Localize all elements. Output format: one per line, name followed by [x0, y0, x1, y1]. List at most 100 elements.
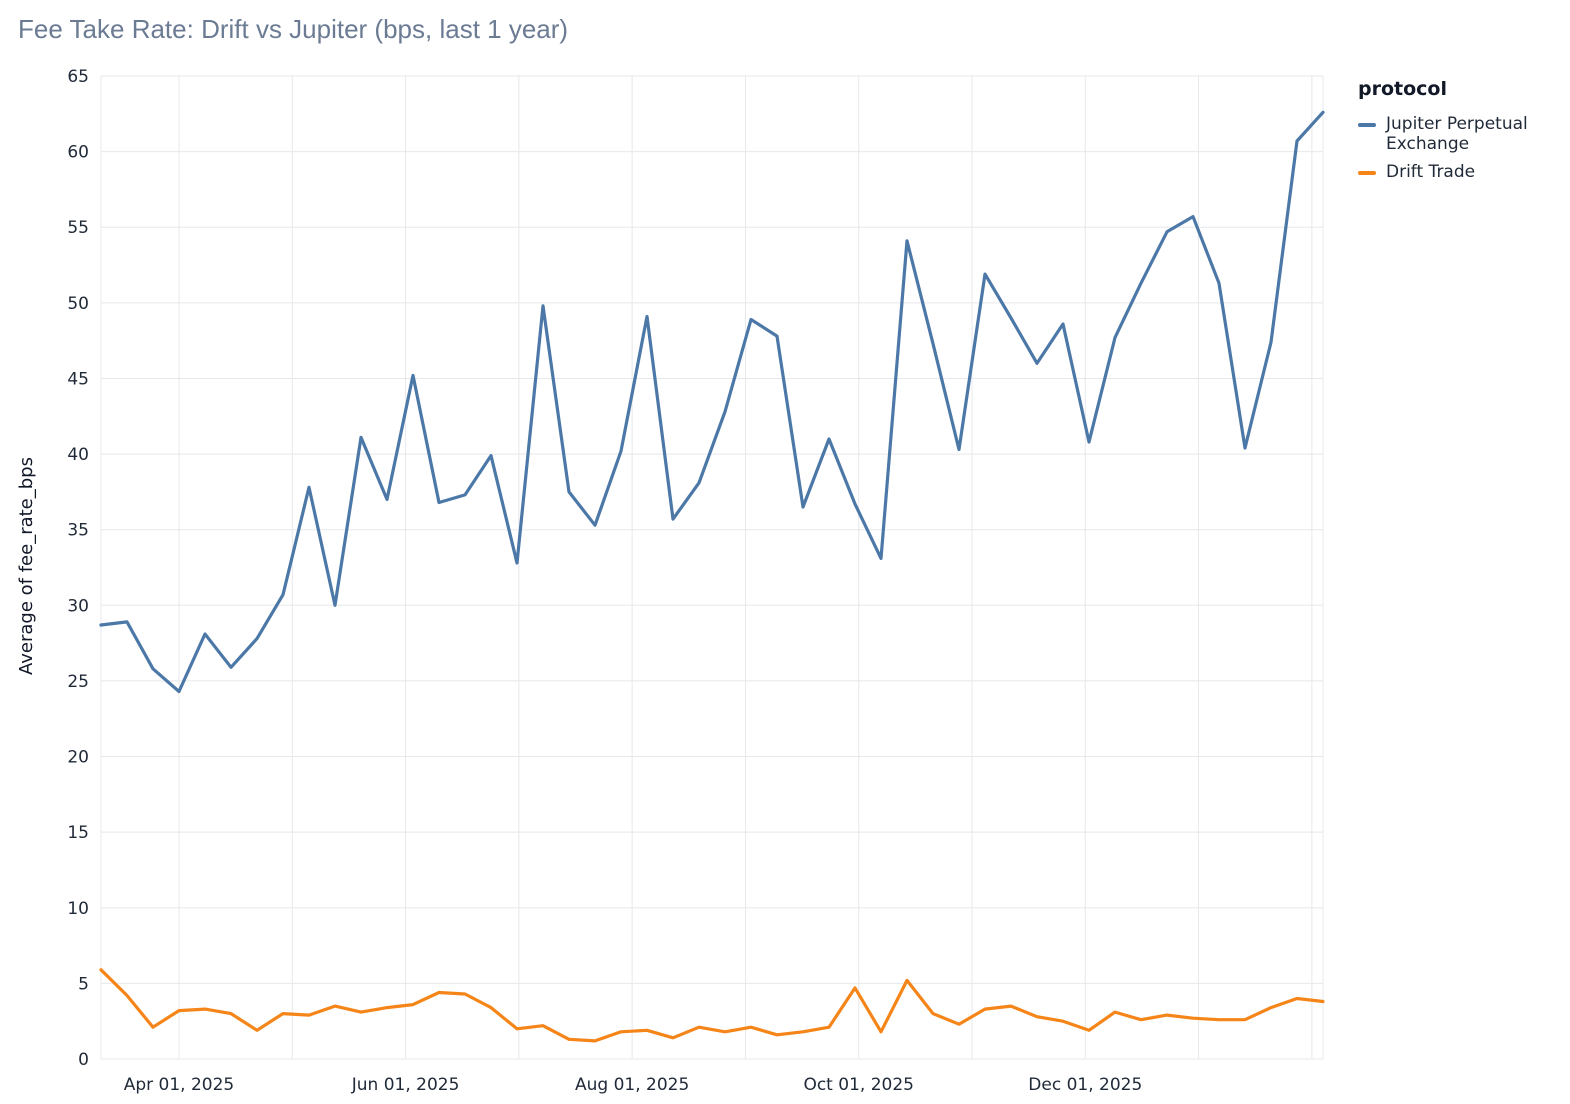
x-tick-label: Jun 01, 2025: [351, 1075, 460, 1095]
data-point-jupiter-perpetual-exchange: [202, 631, 208, 637]
y-tick-label: 55: [67, 218, 89, 238]
data-point-drift-trade: [1216, 1017, 1222, 1023]
data-point-drift-trade: [280, 1011, 286, 1017]
data-point-jupiter-perpetual-exchange: [1190, 214, 1196, 220]
data-point-drift-trade: [852, 985, 858, 991]
data-point-jupiter-perpetual-exchange: [1008, 315, 1014, 321]
data-point-drift-trade: [930, 1011, 936, 1017]
data-point-jupiter-perpetual-exchange: [306, 484, 312, 490]
data-point-drift-trade: [1268, 1005, 1274, 1011]
y-tick-label: 30: [67, 596, 89, 616]
data-point-jupiter-perpetual-exchange: [1060, 321, 1066, 327]
data-point-jupiter-perpetual-exchange: [280, 592, 286, 598]
data-point-jupiter-perpetual-exchange: [1086, 439, 1092, 445]
data-point-jupiter-perpetual-exchange: [514, 560, 520, 566]
data-point-jupiter-perpetual-exchange: [254, 636, 260, 642]
data-point-jupiter-perpetual-exchange: [1320, 109, 1326, 115]
data-point-drift-trade: [1034, 1014, 1040, 1020]
data-point-drift-trade: [566, 1036, 572, 1042]
data-point-jupiter-perpetual-exchange: [150, 666, 156, 672]
y-tick-label: 40: [67, 445, 89, 465]
x-tick-label: Aug 01, 2025: [575, 1075, 689, 1095]
data-point-jupiter-perpetual-exchange: [774, 333, 780, 339]
legend-label-drift: Drift Trade: [1386, 162, 1476, 182]
data-point-jupiter-perpetual-exchange: [722, 409, 728, 415]
data-point-drift-trade: [150, 1024, 156, 1030]
legend-swatch-drift: [1358, 171, 1376, 175]
data-point-jupiter-perpetual-exchange: [1294, 138, 1300, 144]
y-tick-label: 25: [67, 672, 89, 692]
data-point-jupiter-perpetual-exchange: [800, 504, 806, 510]
data-point-jupiter-perpetual-exchange: [98, 622, 104, 628]
y-axis-title: Average of fee_rate_bps: [16, 457, 37, 675]
legend-item-drift[interactable]: Drift Trade: [1358, 162, 1563, 182]
axes: 0 5 10 15 20 25 30 35 40 45 50 55 60 65 Apr 01, 2025 Ju…: [67, 67, 1142, 1095]
x-tick-label: Oct 01, 2025: [803, 1075, 914, 1095]
data-point-drift-trade: [592, 1038, 598, 1044]
y-tick-label: 20: [67, 748, 89, 768]
data-point-jupiter-perpetual-exchange: [748, 316, 754, 322]
y-tick-label: 5: [78, 974, 89, 994]
data-point-jupiter-perpetual-exchange: [956, 447, 962, 453]
data-point-drift-trade: [254, 1027, 260, 1033]
y-tick-label: 0: [78, 1050, 89, 1070]
data-point-drift-trade: [98, 967, 104, 973]
data-point-drift-trade: [1086, 1027, 1092, 1033]
data-point-jupiter-perpetual-exchange: [410, 372, 416, 378]
series-line-drift-trade: [99, 968, 1325, 1043]
data-point-drift-trade: [1242, 1017, 1248, 1023]
data-point-jupiter-perpetual-exchange: [176, 689, 182, 695]
data-point-jupiter-perpetual-exchange: [1138, 280, 1144, 286]
data-point-jupiter-perpetual-exchange: [436, 499, 442, 505]
y-tick-label: 10: [67, 899, 89, 919]
data-point-jupiter-perpetual-exchange: [982, 271, 988, 277]
data-point-jupiter-perpetual-exchange: [930, 341, 936, 347]
y-tick-label: 65: [67, 67, 89, 87]
legend-label-jupiter: Jupiter Perpetual Exchange: [1386, 114, 1528, 154]
y-tick-label: 15: [67, 823, 89, 843]
data-point-drift-trade: [410, 1002, 416, 1008]
data-point-drift-trade: [982, 1006, 988, 1012]
chart-title: Fee Take Rate: Drift vs Jupiter (bps, la…: [18, 14, 569, 44]
data-point-jupiter-perpetual-exchange: [332, 602, 338, 608]
data-point-drift-trade: [384, 1005, 390, 1011]
data-point-drift-trade: [202, 1006, 208, 1012]
data-point-drift-trade: [332, 1003, 338, 1009]
data-point-drift-trade: [436, 989, 442, 995]
data-point-drift-trade: [1008, 1003, 1014, 1009]
legend: protocol Jupiter Perpetual Exchange Drif…: [1358, 78, 1563, 190]
y-tick-label: 35: [67, 521, 89, 541]
data-point-jupiter-perpetual-exchange: [878, 555, 884, 561]
data-point-drift-trade: [514, 1026, 520, 1032]
data-point-jupiter-perpetual-exchange: [358, 434, 364, 440]
data-point-jupiter-perpetual-exchange: [644, 313, 650, 319]
data-point-drift-trade: [956, 1021, 962, 1027]
data-point-drift-trade: [826, 1024, 832, 1030]
data-point-jupiter-perpetual-exchange: [488, 453, 494, 459]
data-point-drift-trade: [1190, 1015, 1196, 1021]
legend-item-jupiter[interactable]: Jupiter Perpetual Exchange: [1358, 114, 1563, 154]
data-point-jupiter-perpetual-exchange: [1164, 229, 1170, 235]
data-point-drift-trade: [904, 977, 910, 983]
legend-title: protocol: [1358, 78, 1447, 100]
data-point-jupiter-perpetual-exchange: [1034, 360, 1040, 366]
data-point-drift-trade: [1320, 999, 1326, 1005]
data-point-drift-trade: [1060, 1018, 1066, 1024]
x-tick-label: Apr 01, 2025: [124, 1075, 235, 1095]
data-point-jupiter-perpetual-exchange: [696, 480, 702, 486]
data-point-drift-trade: [462, 991, 468, 997]
data-point-jupiter-perpetual-exchange: [852, 501, 858, 507]
data-point-jupiter-perpetual-exchange: [670, 516, 676, 522]
data-point-jupiter-perpetual-exchange: [462, 492, 468, 498]
legend-swatch-jupiter: [1358, 123, 1376, 127]
data-point-drift-trade: [878, 1029, 884, 1035]
data-point-drift-trade: [748, 1024, 754, 1030]
data-point-drift-trade: [1164, 1012, 1170, 1018]
data-point-jupiter-perpetual-exchange: [1112, 335, 1118, 341]
data-point-drift-trade: [1294, 996, 1300, 1002]
data-point-jupiter-perpetual-exchange: [384, 496, 390, 502]
data-point-jupiter-perpetual-exchange: [228, 664, 234, 670]
y-tick-label: 45: [67, 369, 89, 389]
data-point-jupiter-perpetual-exchange: [1216, 280, 1222, 286]
